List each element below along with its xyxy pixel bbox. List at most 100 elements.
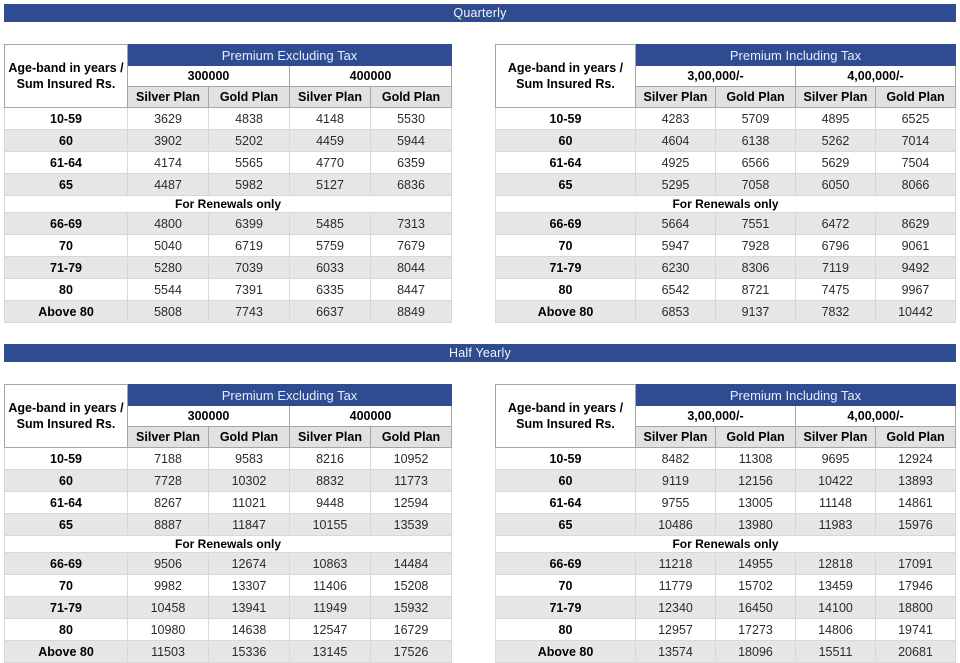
premium-value-cell: 8066	[874, 173, 957, 196]
premium-value-cell: 6566	[714, 151, 796, 174]
premium-value-cell: 7119	[794, 256, 876, 279]
premium-value-cell: 6399	[208, 212, 290, 235]
age-band-cell: 80	[4, 618, 128, 641]
premium-value-cell: 4283	[634, 107, 716, 130]
section-title-banner: Half Yearly	[4, 344, 956, 362]
premium-value-cell: 12957	[634, 618, 716, 641]
age-band-cell: 61-64	[4, 151, 128, 174]
premium-value-cell: 6050	[794, 173, 876, 196]
age-band-cell: 10-59	[4, 107, 128, 130]
premium-value-cell: 11406	[289, 574, 371, 597]
table-row: 60 4604 6138 5262 7014	[494, 129, 957, 152]
premium-value-cell: 4770	[289, 151, 371, 174]
table-row: 66-69 9506 12674 10863 14484	[4, 552, 453, 575]
premium-value-cell: 6230	[634, 256, 716, 279]
premium-value-cell: 7504	[874, 151, 957, 174]
age-band-cell: 60	[494, 469, 636, 492]
table-row: 66-69 4800 6399 5485 7313	[4, 212, 453, 235]
table-row: 70 11779 15702 13459 17946	[494, 574, 957, 597]
renewals-note: For Renewals only	[494, 195, 957, 213]
premium-value-cell: 11773	[369, 469, 453, 492]
table-row: 71-79 10458 13941 11949 15932	[4, 596, 453, 619]
premium-value-cell: 5202	[208, 129, 290, 152]
premium-value-cell: 8267	[127, 491, 209, 514]
premium-value-cell: 6836	[369, 173, 453, 196]
age-band-header-cell: Age-band in years / Sum Insured Rs.	[494, 384, 636, 448]
table-row: 65 5295 7058 6050 8066	[494, 173, 957, 196]
premium-value-cell: 12594	[369, 491, 453, 514]
premium-value-cell: 10422	[794, 469, 876, 492]
premium-value-cell: 13941	[208, 596, 290, 619]
tables-row: Age-band in years / Sum Insured Rs. Premi…	[3, 44, 957, 323]
premium-value-cell: 10952	[369, 447, 453, 470]
age-band-cell: 80	[494, 278, 636, 301]
age-band-cell: 80	[4, 278, 128, 301]
table-row: 70 9982 13307 11406 15208	[4, 574, 453, 597]
table-row: 80 6542 8721 7475 9967	[494, 278, 957, 301]
premium-value-cell: 13145	[289, 640, 371, 663]
premium-value-cell: 15511	[794, 640, 876, 663]
premium-value-cell: 6796	[794, 234, 876, 257]
plan-header-cell: Silver Plan	[634, 426, 716, 448]
premium-table: Age-band in years / Sum Insured Rs. Premi…	[3, 384, 453, 663]
premium-value-cell: 4459	[289, 129, 371, 152]
premium-value-cell: 12818	[794, 552, 876, 575]
premium-value-cell: 13574	[634, 640, 716, 663]
premium-value-cell: 7728	[127, 469, 209, 492]
age-band-cell: 70	[494, 574, 636, 597]
premium-value-cell: 10486	[634, 513, 716, 536]
age-band-cell: 61-64	[494, 151, 636, 174]
tables-row: Age-band in years / Sum Insured Rs. Premi…	[3, 384, 957, 663]
premium-value-cell: 8849	[369, 300, 453, 323]
premium-value-cell: 12547	[289, 618, 371, 641]
premium-value-cell: 8306	[714, 256, 796, 279]
premium-value-cell: 14861	[874, 491, 957, 514]
premium-value-cell: 17091	[874, 552, 957, 575]
sum-insured-cell: 300000	[127, 405, 290, 427]
age-band-cell: 66-69	[494, 212, 636, 235]
premium-value-cell: 3902	[127, 129, 209, 152]
renewals-note: For Renewals only	[494, 535, 957, 553]
premium-value-cell: 9492	[874, 256, 957, 279]
premium-value-cell: 4174	[127, 151, 209, 174]
premium-value-cell: 14806	[794, 618, 876, 641]
age-band-cell: 10-59	[4, 447, 128, 470]
premium-value-cell: 7391	[208, 278, 290, 301]
premium-value-cell: 7058	[714, 173, 796, 196]
plan-header-cell: Silver Plan	[289, 86, 371, 108]
age-band-cell: 70	[494, 234, 636, 257]
premium-value-cell: 13307	[208, 574, 290, 597]
premium-value-cell: 5127	[289, 173, 371, 196]
premium-value-cell: 5709	[714, 107, 796, 130]
premium-value-cell: 13980	[714, 513, 796, 536]
age-band-cell: 65	[494, 173, 636, 196]
table-row: 60 7728 10302 8832 11773	[4, 469, 453, 492]
premium-value-cell: 15976	[874, 513, 957, 536]
premium-value-cell: 13539	[369, 513, 453, 536]
premium-value-cell: 5664	[634, 212, 716, 235]
premium-value-cell: 9137	[714, 300, 796, 323]
premium-value-cell: 5944	[369, 129, 453, 152]
table-row: 70 5947 7928 6796 9061	[494, 234, 957, 257]
premium-value-cell: 7475	[794, 278, 876, 301]
plan-header-cell: Gold Plan	[714, 86, 796, 108]
plan-header-cell: Gold Plan	[208, 86, 290, 108]
renewals-note-row: For Renewals only	[3, 535, 453, 553]
premium-value-cell: 5947	[634, 234, 716, 257]
premium-value-cell: 14484	[369, 552, 453, 575]
renewals-note-row: For Renewals only	[3, 195, 453, 213]
premium-value-cell: 4800	[127, 212, 209, 235]
table-row: 61-64 4174 5565 4770 6359	[4, 151, 453, 174]
table-title: Premium Excluding Tax	[126, 384, 453, 406]
table-row: 65 8887 11847 10155 13539	[4, 513, 453, 536]
premium-value-cell: 7014	[874, 129, 957, 152]
age-band-cell: 71-79	[494, 596, 636, 619]
plan-header-cell: Gold Plan	[369, 426, 453, 448]
table-row: Above 80 11503 15336 13145 17526	[4, 640, 453, 663]
table-row: 61-64 9755 13005 11148 14861	[494, 491, 957, 514]
sum-insured-cell: 3,00,000/-	[634, 405, 796, 427]
premium-value-cell: 4838	[208, 107, 290, 130]
age-band-cell: 71-79	[4, 256, 128, 279]
premium-value-cell: 10302	[208, 469, 290, 492]
table-row: Above 80 13574 18096 15511 20681	[494, 640, 957, 663]
